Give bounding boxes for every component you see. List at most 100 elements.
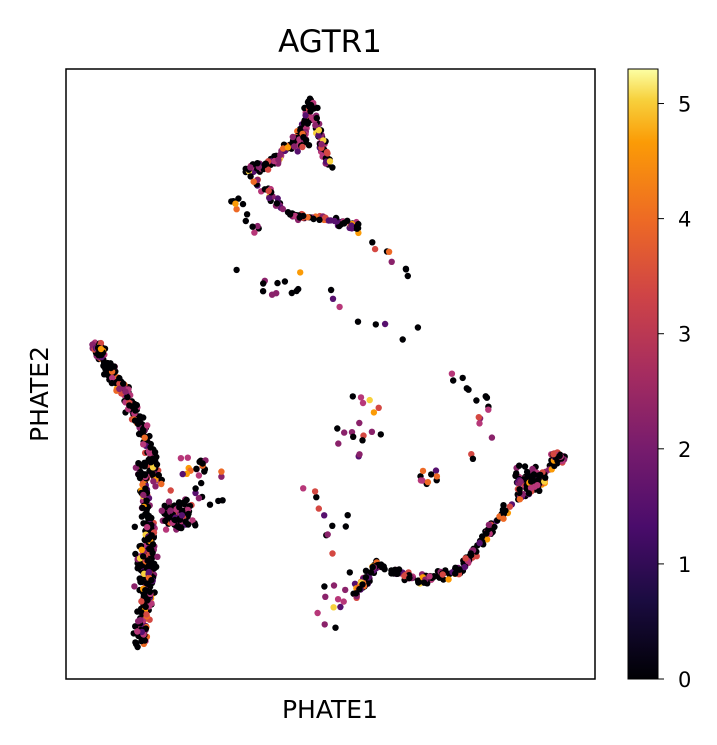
scatter-point [469,455,477,462]
colorbar-tick-label: 1 [678,553,691,577]
scatter-point [329,295,337,302]
scatter-point [97,345,105,353]
scatter-point [158,480,165,488]
scatter-point [199,460,206,467]
plot-frame [65,68,596,680]
scatter-point [195,495,203,502]
scatter-point [506,503,513,510]
scatter-point [142,587,149,594]
scatter-point [266,194,273,202]
scatter-point [330,604,337,611]
scatter-point [150,478,157,485]
scatter-points [89,95,568,651]
scatter-point [312,122,319,129]
colorbar-tick-label: 3 [678,323,691,347]
scatter-point [341,429,348,436]
scatter-point [448,370,456,377]
scatter-point [356,585,363,593]
scatter-point [131,417,139,424]
y-axis-label: PHATE2 [25,346,54,442]
scatter-point [432,467,440,474]
scatter-point [313,494,320,501]
scatter-point [137,578,144,586]
scatter-point [462,555,469,562]
scatter-point [516,462,523,469]
scatter-point [485,521,493,529]
scatter-point [419,467,427,475]
scatter-point [138,598,145,605]
scatter-point [120,380,127,387]
scatter-point [154,553,161,560]
scatter-point [144,596,151,604]
scatter-point [352,590,360,597]
scatter-point [517,478,524,485]
scatter-point [184,454,191,461]
scatter-point [165,498,173,505]
scatter-point [138,628,146,636]
scatter-point [421,579,428,586]
scatter-point [344,217,351,224]
scatter-point [293,287,300,295]
scatter-point [250,178,257,185]
scatter-point [356,419,363,427]
scatter-point [322,593,329,600]
scatter-point [483,536,491,543]
scatter-point [315,127,322,134]
scatter-point [134,628,141,635]
scatter-point [162,526,170,533]
scatter-point [348,222,355,229]
scatter-point [357,394,365,401]
scatter-point [305,142,313,149]
scatter-point [461,563,468,571]
scatter-point [251,229,258,236]
scatter-point [404,272,411,280]
scatter-point [450,377,457,384]
scatter-point [315,132,322,139]
scatter-point [542,474,549,481]
scatter-point [399,336,406,343]
colorbar-ticks: 0 1 2 3 4 5 [658,93,691,692]
scatter-point [329,522,336,529]
scatter-point [151,449,159,456]
scatter-point [138,513,146,520]
scatter-point [95,352,102,359]
scatter-point [456,566,463,573]
scatter-point [233,206,240,213]
scatter-point [185,510,192,518]
scatter-point [274,279,281,287]
scatter-point [502,507,509,514]
scatter-point [289,133,296,141]
scatter-point [243,211,251,218]
scatter-point [488,434,496,441]
scatter-point [273,200,281,207]
scatter-point [147,459,155,466]
scatter-point [326,158,334,165]
scatter-point [491,523,498,531]
colorbar [628,69,658,679]
scatter-point [135,562,143,569]
scatter-point [192,489,199,497]
scatter-point [140,441,147,448]
scatter-point [475,414,482,421]
colorbar-tick-label: 2 [678,438,691,462]
scatter-point [138,637,145,644]
scatter-point [331,217,338,225]
scatter-point [138,609,145,616]
scatter-point [329,164,336,171]
scatter-point [153,461,161,468]
scatter-point [368,428,376,435]
scatter-point [145,512,153,520]
scatter-point [247,173,254,180]
scatter-point [284,144,292,151]
scatter-point [516,496,524,503]
scatter-point [529,472,537,479]
scatter-point [264,166,272,173]
scatter-point [350,433,357,440]
scatter-point [135,460,142,467]
scatter-point [473,397,480,404]
scatter-point [144,422,151,429]
scatter-point [218,473,225,480]
scatter-point [260,280,267,287]
scatter-point [147,444,154,451]
